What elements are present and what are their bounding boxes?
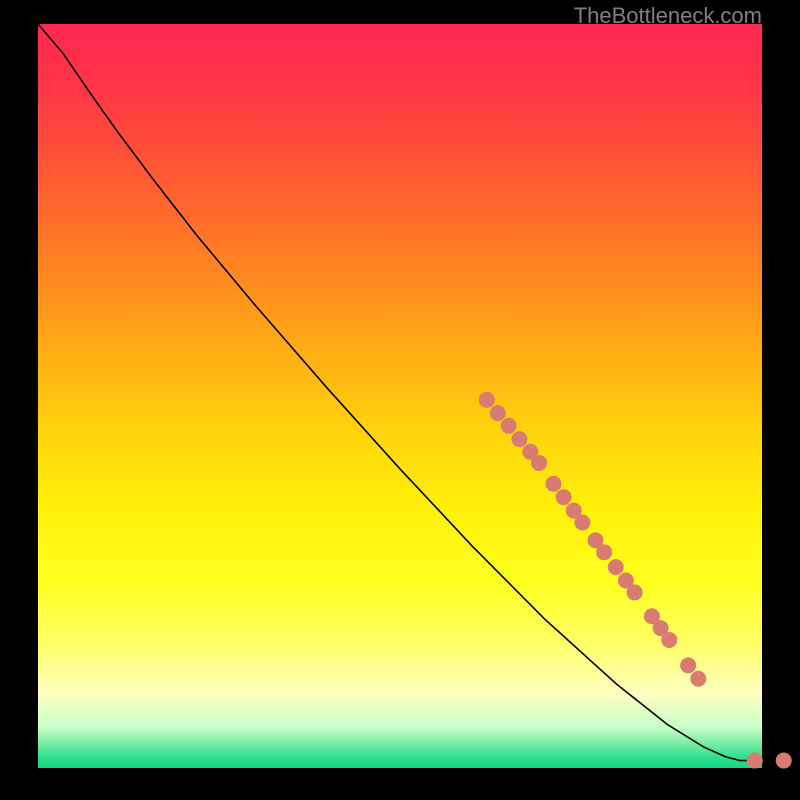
marker-point xyxy=(608,559,624,575)
marker-point xyxy=(556,489,572,505)
marker-point xyxy=(627,584,643,600)
chart-plot-area xyxy=(38,24,762,768)
watermark-label: TheBottleneck.com xyxy=(574,3,762,29)
marker-point xyxy=(747,753,763,769)
marker-point xyxy=(490,405,506,421)
marker-point xyxy=(501,418,517,434)
marker-point xyxy=(661,632,677,648)
marker-point xyxy=(680,657,696,673)
marker-point xyxy=(574,514,590,530)
marker-point xyxy=(511,431,527,447)
marker-point xyxy=(545,476,561,492)
marker-point xyxy=(479,392,495,408)
marker-point xyxy=(776,753,792,769)
chart-background xyxy=(38,24,762,768)
marker-point xyxy=(531,455,547,471)
chart-svg xyxy=(38,24,762,768)
marker-point xyxy=(690,671,706,687)
marker-point xyxy=(596,544,612,560)
